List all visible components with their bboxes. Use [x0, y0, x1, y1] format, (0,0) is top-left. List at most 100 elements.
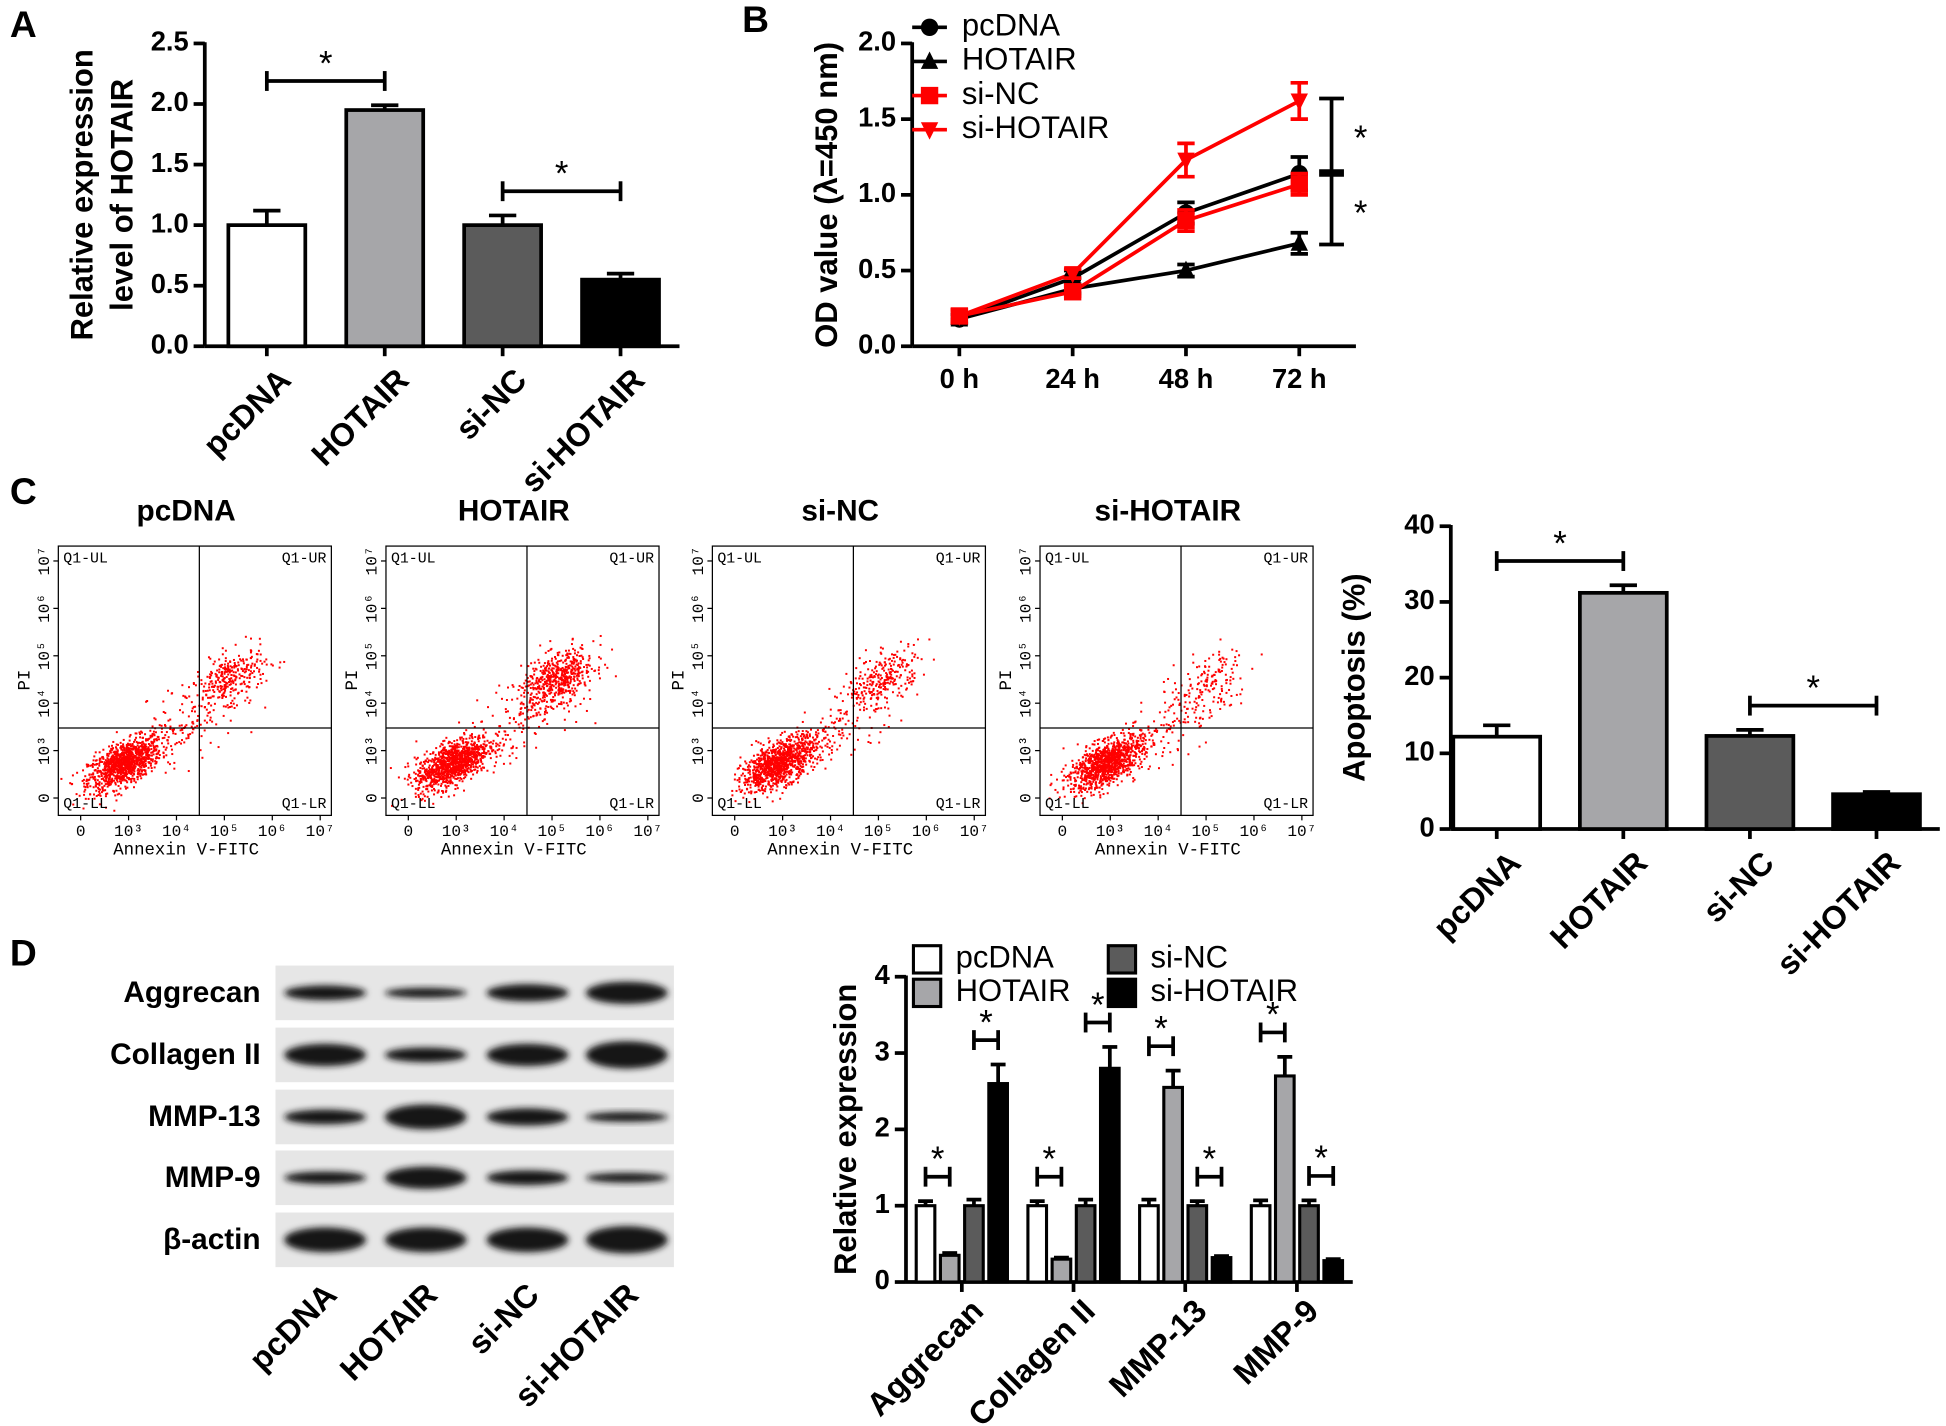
event-dot	[556, 663, 559, 666]
event-dot	[761, 765, 764, 768]
event-dot	[209, 657, 212, 660]
event-dot	[559, 702, 562, 705]
event-dot	[890, 659, 893, 662]
event-dot	[753, 791, 756, 794]
event-dot	[842, 734, 845, 737]
event-dot	[114, 762, 117, 765]
event-dot	[431, 778, 434, 781]
event-dot	[790, 748, 792, 751]
event-dot	[458, 779, 461, 782]
quadrant-label: Q1-LL	[63, 797, 108, 813]
event-dot	[776, 742, 779, 745]
event-dot	[561, 673, 564, 676]
y-tick-label: 0	[364, 793, 382, 803]
event-dot	[454, 763, 457, 766]
event-dot	[140, 755, 143, 758]
event-dot	[164, 711, 167, 714]
event-dot	[586, 666, 589, 669]
event-dot	[768, 761, 771, 764]
event-dot	[866, 684, 869, 687]
event-dot	[862, 681, 865, 684]
event-dot	[229, 719, 232, 722]
event-dot	[464, 752, 467, 755]
event-dot	[420, 781, 423, 784]
event-dot	[585, 663, 588, 666]
event-dot	[440, 774, 443, 777]
event-dot	[788, 743, 791, 746]
event-dot	[221, 672, 224, 675]
event-dot	[771, 751, 774, 754]
event-dot	[481, 720, 484, 723]
event-dot	[796, 742, 799, 745]
event-dot	[441, 772, 444, 775]
event-dot	[238, 673, 241, 676]
event-dot	[829, 714, 832, 717]
event-dot	[250, 637, 252, 640]
event-dot	[145, 754, 148, 757]
x-tick-label: 10⁶	[258, 823, 287, 841]
event-dot	[860, 692, 863, 695]
event-dot	[227, 706, 230, 709]
quadrant-label: Q1-LR	[282, 797, 327, 813]
event-dot	[508, 722, 511, 725]
event-dot	[181, 684, 184, 687]
event-dot	[829, 708, 832, 711]
event-dot	[430, 773, 433, 776]
event-dot	[148, 744, 151, 747]
event-dot	[487, 706, 490, 709]
event-dot	[576, 659, 579, 662]
event-dot	[440, 749, 443, 752]
event-dot	[809, 750, 812, 753]
event-dot	[520, 722, 523, 725]
event-dot	[557, 667, 560, 670]
event-dot	[218, 696, 221, 699]
event-dot	[783, 749, 786, 752]
event-dot	[818, 753, 821, 756]
event-dot	[135, 746, 138, 749]
event-dot	[112, 765, 115, 768]
event-dot	[561, 679, 564, 682]
event-dot	[901, 659, 904, 662]
event-dot	[423, 776, 426, 779]
event-dot	[543, 671, 546, 674]
event-dot	[543, 672, 546, 675]
event-dot	[881, 667, 884, 670]
event-dot	[114, 753, 117, 756]
event-dot	[913, 672, 916, 675]
event-dot	[611, 648, 614, 651]
event-dot	[784, 755, 787, 758]
event-dot	[141, 769, 144, 772]
event-dot	[462, 777, 465, 780]
event-dot	[115, 754, 118, 757]
event-dot	[884, 696, 886, 699]
event-dot	[809, 748, 812, 751]
event-dot	[96, 771, 99, 774]
event-dot	[139, 736, 142, 739]
event-dot	[135, 732, 138, 735]
event-dot	[568, 700, 571, 703]
event-dot	[253, 664, 256, 667]
event-dot	[590, 667, 593, 670]
event-dot	[445, 775, 448, 778]
event-dot	[476, 699, 479, 702]
event-dot	[762, 789, 765, 792]
event-dot	[802, 754, 805, 757]
event-dot	[579, 703, 582, 706]
event-dot	[424, 777, 427, 780]
event-dot	[154, 762, 157, 765]
event-dot	[418, 786, 421, 789]
event-dot	[535, 687, 538, 690]
event-dot	[570, 662, 573, 665]
event-dot	[858, 657, 861, 660]
event-dot	[757, 753, 760, 756]
event-dot	[132, 786, 135, 789]
event-dot	[604, 663, 607, 666]
event-dot	[451, 768, 454, 771]
event-dot	[143, 773, 146, 776]
event-dot	[243, 683, 246, 686]
event-dot	[802, 760, 805, 763]
event-dot	[764, 774, 767, 777]
event-dot	[443, 777, 446, 780]
event-dot	[232, 689, 235, 692]
